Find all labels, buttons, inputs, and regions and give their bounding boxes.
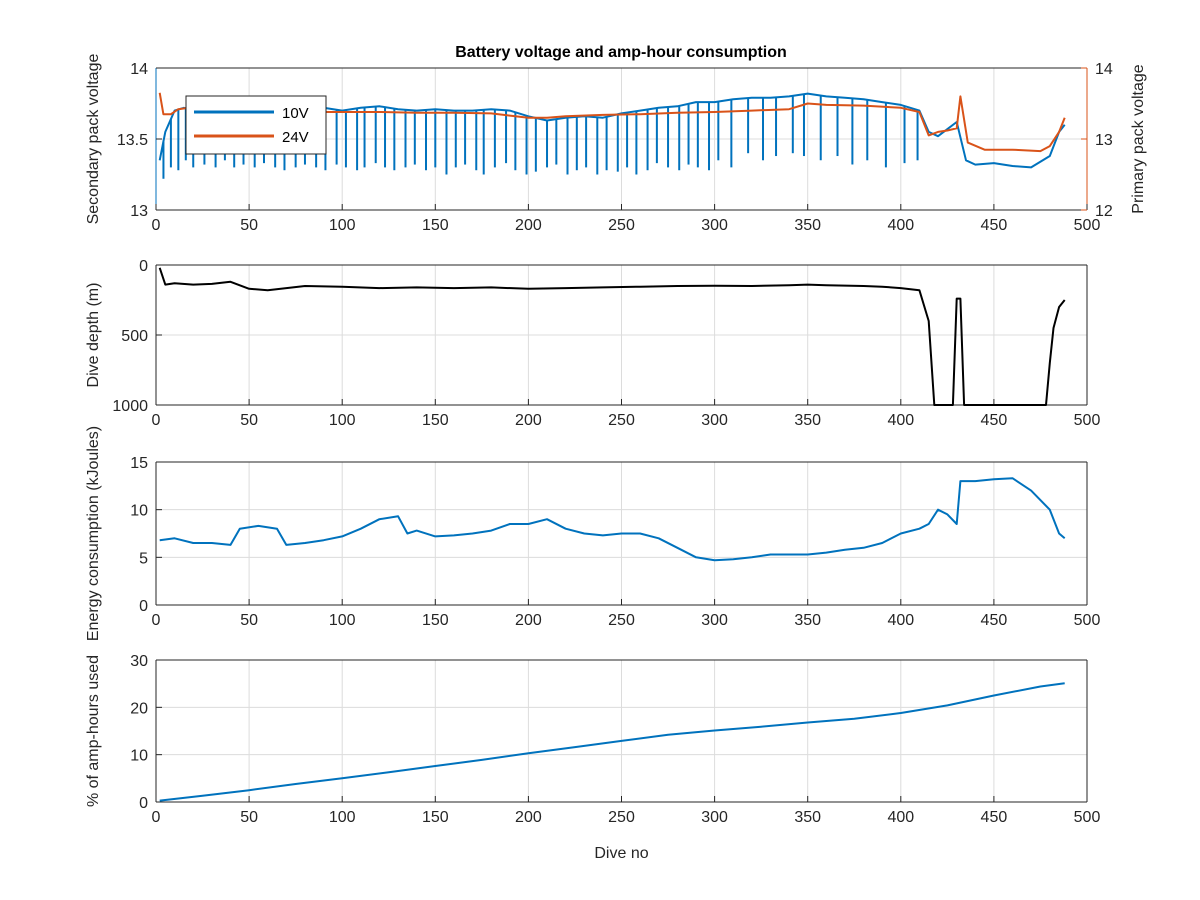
- x-tick-label: 450: [981, 612, 1008, 629]
- x-tick-label: 150: [422, 809, 449, 826]
- legend-label: 24V: [282, 129, 309, 146]
- x-tick-label: 0: [152, 612, 161, 629]
- x-tick-label: 450: [981, 809, 1008, 826]
- x-tick-label: 300: [701, 217, 728, 234]
- x-tick-label: 250: [608, 809, 635, 826]
- y-right-tick-label: 13: [1095, 132, 1113, 149]
- x-tick-label: 350: [794, 217, 821, 234]
- x-tick-label: 100: [329, 412, 356, 429]
- y-axis-title: % of amp-hours used: [85, 655, 102, 807]
- series-line-amphours: [159, 682, 1065, 802]
- legend-box: [185, 95, 327, 155]
- y-tick-label: 0: [139, 258, 148, 275]
- x-tick-label: 250: [608, 612, 635, 629]
- x-tick-label: 350: [794, 809, 821, 826]
- x-tick-label: 50: [240, 412, 258, 429]
- x-tick-label: 0: [152, 809, 161, 826]
- x-tick-label: 400: [887, 412, 914, 429]
- x-tick-label: 100: [329, 809, 356, 826]
- y-tick-label: 0: [139, 598, 148, 615]
- y-axis-title: Dive depth (m): [85, 283, 102, 388]
- series-line-depth: [158, 267, 1066, 406]
- y-tick-label: 1000: [112, 398, 148, 415]
- y-tick-label: 5: [139, 550, 148, 567]
- x-tick-label: 150: [422, 217, 449, 234]
- x-tick-label: 150: [422, 612, 449, 629]
- x-tick-label: 500: [1074, 217, 1101, 234]
- y-right-tick-label: 12: [1095, 203, 1113, 220]
- x-tick-label: 100: [329, 217, 356, 234]
- panel-voltage: 0 50 100 150 200 250 300 350 400 450 500 13 13.5 14 12…: [85, 54, 1147, 234]
- x-tick-label: 400: [887, 809, 914, 826]
- y-tick-label: 20: [130, 700, 148, 717]
- x-tick-label: 50: [240, 612, 258, 629]
- x-tick-label: 300: [701, 809, 728, 826]
- x-tick-label: 500: [1074, 412, 1101, 429]
- x-tick-label: 450: [981, 217, 1008, 234]
- y-tick-label: 500: [121, 328, 148, 345]
- panel-energy: 0 50 100 150 200 250 300 350 400 450 500 0 5 10 15 Ener…: [85, 426, 1100, 641]
- x-tick-label: 0: [152, 217, 161, 234]
- y-right-axis-title: Primary pack voltage: [1130, 64, 1147, 213]
- y-tick-label: 0: [139, 795, 148, 812]
- x-tick-label: 200: [515, 809, 542, 826]
- x-tick-label: 200: [515, 217, 542, 234]
- y-axis-title: Energy consumption (kJoules): [85, 426, 102, 641]
- x-axis-title: Dive no: [594, 845, 648, 862]
- x-tick-label: 300: [701, 612, 728, 629]
- x-tick-label: 250: [608, 412, 635, 429]
- legend-label: 10V: [282, 105, 309, 122]
- x-tick-label: 50: [240, 809, 258, 826]
- panel-depth: 0 50 100 150 200 250 300 350 400 450 500 0 500 1000 Di…: [85, 258, 1100, 429]
- y-tick-label: 10: [130, 503, 148, 520]
- x-tick-label: 350: [794, 412, 821, 429]
- x-tick-label: 350: [794, 612, 821, 629]
- y-right-tick-label: 14: [1095, 61, 1113, 78]
- x-tick-label: 250: [608, 217, 635, 234]
- x-tick-label: 100: [329, 612, 356, 629]
- x-tick-label: 450: [981, 412, 1008, 429]
- x-tick-label: 500: [1074, 809, 1101, 826]
- x-tick-label: 200: [515, 412, 542, 429]
- y-tick-label: 30: [130, 653, 148, 670]
- y-tick-label: 15: [130, 455, 148, 472]
- figure-title: Battery voltage and amp-hour consumption: [455, 44, 787, 61]
- y-tick-label: 13.5: [117, 132, 148, 149]
- x-tick-label: 50: [240, 217, 258, 234]
- x-tick-label: 400: [887, 217, 914, 234]
- x-tick-label: 200: [515, 612, 542, 629]
- y-tick-label: 10: [130, 748, 148, 765]
- series-line-energy: [159, 477, 1066, 562]
- chart-panels: 0 50 100 150 200 250 300 350 400 450 5001313.51412…: [85, 54, 1147, 862]
- x-tick-label: 300: [701, 412, 728, 429]
- y-axis-title: Secondary pack voltage: [85, 54, 102, 225]
- x-tick-label: 500: [1074, 612, 1101, 629]
- panel-amphours: 0 50 100 150 200 250 300 350 400 450 500 0 10 20 30 % o…: [85, 653, 1100, 862]
- y-tick-label: 14: [130, 61, 148, 78]
- x-tick-label: 150: [422, 412, 449, 429]
- x-tick-label: 400: [887, 612, 914, 629]
- x-tick-label: 0: [152, 412, 161, 429]
- y-tick-label: 13: [130, 203, 148, 220]
